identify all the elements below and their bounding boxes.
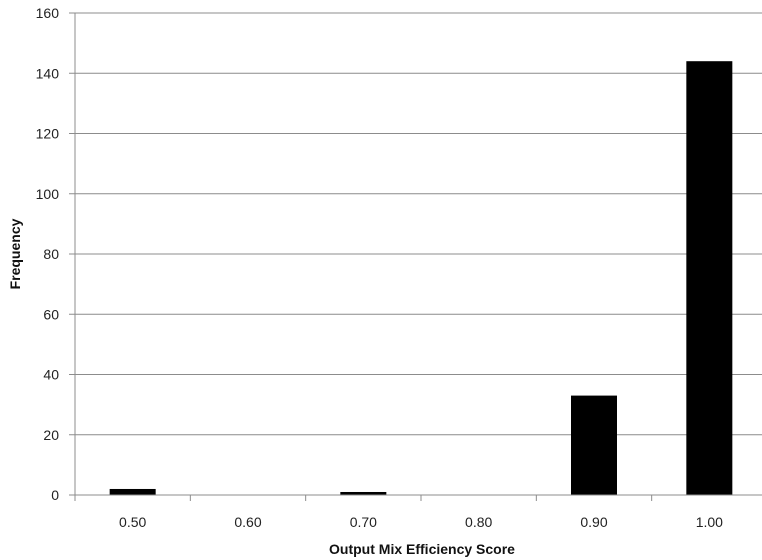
y-tick-label: 60 [43,306,59,322]
x-tick-label: 0.70 [350,514,377,530]
x-axis-title: Output Mix Efficiency Score [329,541,515,557]
x-tick-label: 0.50 [119,514,146,530]
bar-0.90 [571,395,617,495]
y-tick-label: 0 [51,487,59,503]
y-tick-label: 160 [36,5,60,21]
x-tick-label: 0.60 [234,514,261,530]
y-tick-label: 40 [43,367,59,383]
y-tick-label: 20 [43,427,59,443]
x-tick-labels: 0.50 0.60 0.70 0.80 0.90 1.00 [119,514,723,530]
gridlines [69,12,762,496]
y-tick-label: 120 [36,126,60,142]
bar-1.00 [686,61,733,495]
y-tick-labels: 0 20 40 60 80 100 120 140 160 [36,5,60,503]
x-tick-label: 0.80 [465,514,492,530]
axes [74,13,762,501]
y-axis-title: Frequency [7,218,23,289]
y-tick-label: 80 [43,246,59,262]
x-tick-label: 0.90 [580,514,607,530]
x-tick-label: 1.00 [696,514,723,530]
y-tick-label: 140 [36,65,60,81]
bar-0.70 [340,491,387,495]
bars [109,61,733,495]
y-tick-label: 100 [36,186,60,202]
bar-0.50 [109,488,156,495]
